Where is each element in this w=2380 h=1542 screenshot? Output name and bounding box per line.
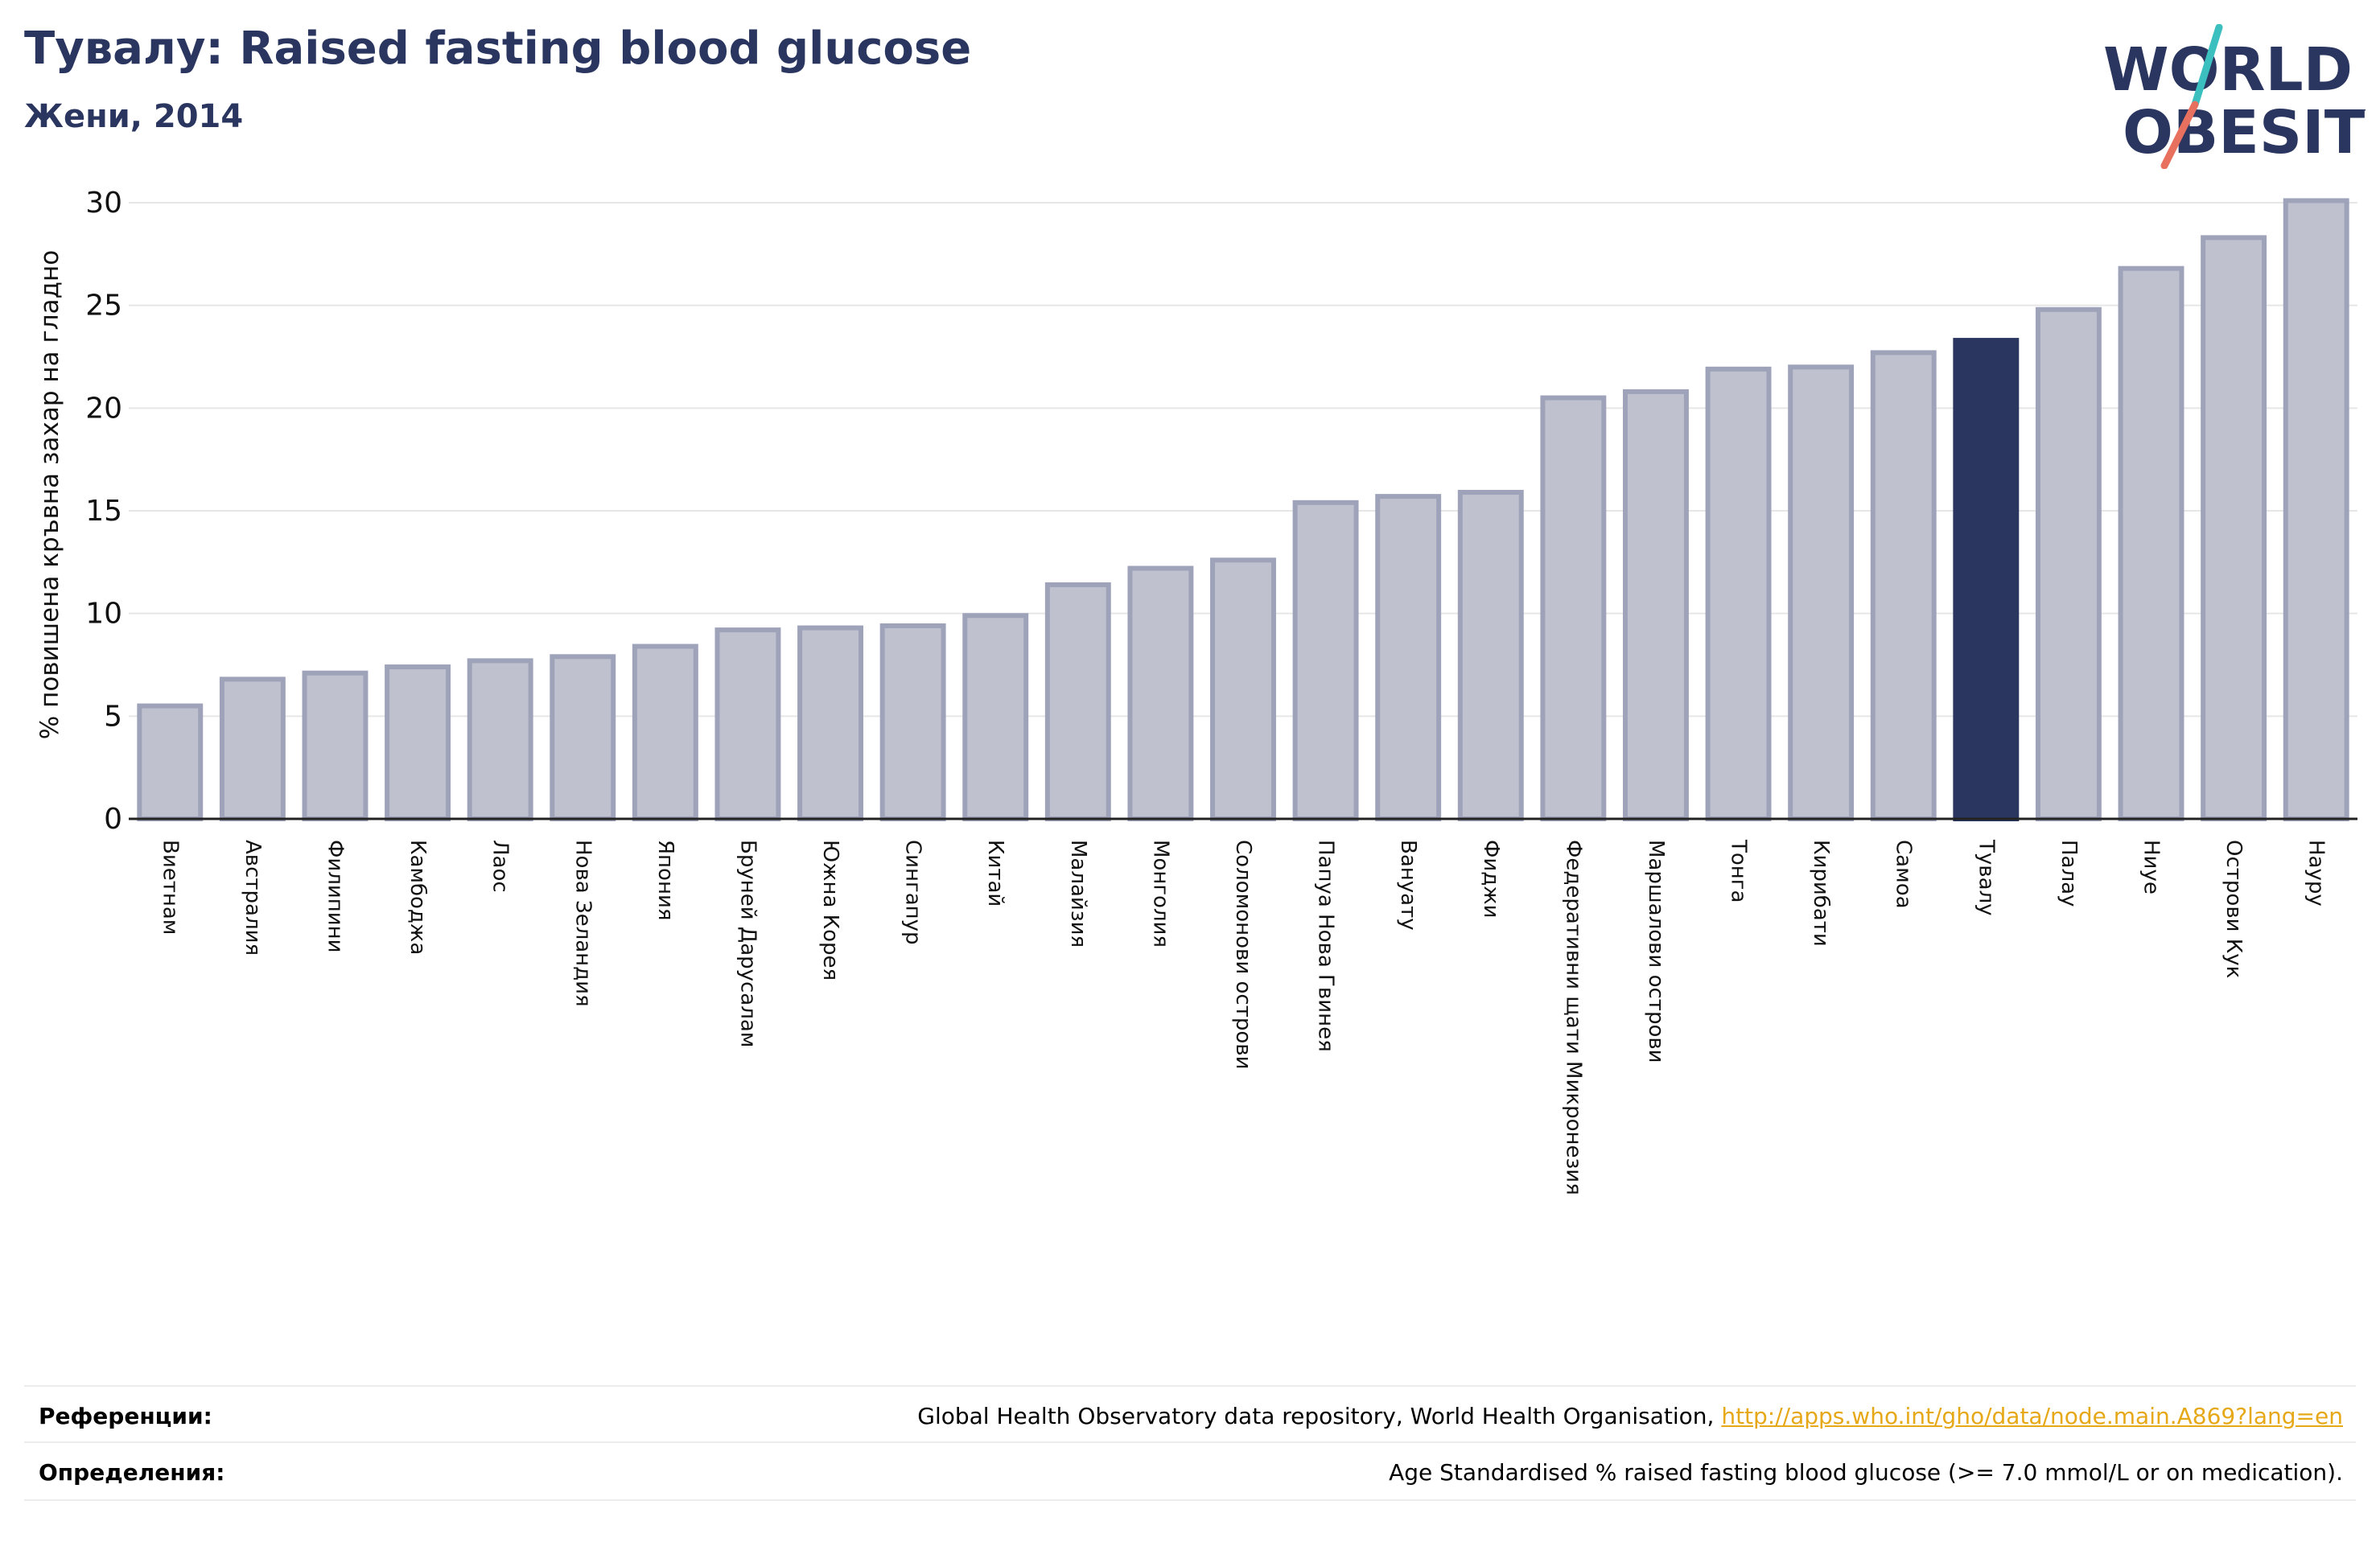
x-tick-label: Острови Кук (2221, 840, 2246, 978)
references-link[interactable]: http://apps.who.int/gho/data/node.main.A… (1721, 1403, 2343, 1429)
bar (302, 670, 369, 821)
bar (632, 644, 698, 822)
x-tick-label: Тонга (1727, 839, 1751, 903)
y-tick-label: 0 (104, 803, 122, 836)
logo-text-world: WORLD (2103, 35, 2353, 105)
x-tick-label: Австралия (241, 840, 265, 956)
x-tick-label: Южна Корея (818, 840, 842, 981)
references-label: Референции: (39, 1403, 212, 1429)
bar (714, 627, 781, 821)
x-tick-label: Вануату (1396, 840, 1420, 931)
bar (219, 676, 286, 822)
x-tick-label: Фиджи (1479, 840, 1503, 919)
y-tick-label: 20 (85, 392, 122, 425)
x-tick-label: Тувалу (1974, 839, 1998, 916)
y-axis-label: % повишена кръвна захар на гладно (35, 250, 64, 739)
y-tick-labels: 0 5 10 15 20 25 30 (85, 187, 122, 836)
x-tick-label: Федеративни щати Микронезия (1561, 840, 1585, 1195)
bar (962, 613, 1029, 821)
footer-divider-bottom (24, 1499, 2356, 1501)
bar (1788, 364, 1855, 821)
bar (467, 658, 533, 821)
x-tick-label: Сингапур (901, 840, 925, 945)
bar (1375, 494, 1442, 821)
x-tick-label: Бруней Дарусалам (735, 840, 760, 1047)
bar (550, 654, 616, 822)
bar (797, 625, 863, 821)
bar (1705, 366, 1772, 821)
references-text: Global Health Observatory data repositor… (917, 1403, 2343, 1429)
x-tick-label: Кирибати (1809, 840, 1833, 947)
bar-chart: 0 5 10 15 20 25 30 Виетнам Австралия Филипини Кам… (35, 187, 2357, 1195)
logo-slash-teal (2191, 24, 2223, 109)
y-tick-label: 10 (85, 598, 122, 631)
footer-divider-top (24, 1385, 2356, 1387)
bar (385, 664, 451, 822)
y-tick-label: 5 (104, 700, 122, 733)
y-tick-label: 15 (85, 495, 122, 528)
x-tick-label: Китай (983, 840, 1007, 907)
definitions-label: Определения: (39, 1459, 225, 1486)
bar (2201, 235, 2267, 821)
bar (1210, 557, 1276, 822)
x-tick-label: Соломонови острови (1231, 840, 1255, 1069)
logo-text-obesity: OBESITY (2123, 98, 2366, 167)
bar-highlighted (1953, 338, 2020, 822)
y-tick-label: 30 (85, 187, 122, 220)
x-tick-label: Монголия (1148, 840, 1172, 948)
world-obesity-logo: WORLD OBESITY (2103, 24, 2366, 169)
chart-title: Тувалу: Raised fasting blood glucose (24, 23, 972, 75)
x-tick-label: Лаос (488, 840, 513, 893)
bar (1044, 582, 1111, 821)
bar (1457, 490, 1524, 822)
bar (879, 623, 946, 822)
y-tick-label: 25 (85, 290, 122, 323)
bar (1292, 500, 1359, 822)
bar (137, 703, 204, 821)
bar (2283, 198, 2349, 822)
x-tick-label: Филипини (323, 840, 347, 953)
references-source: Global Health Observatory data repositor… (917, 1403, 1722, 1429)
x-tick-label: Палау (2057, 840, 2081, 907)
bar (1870, 350, 1937, 822)
bar (1540, 395, 1607, 822)
x-tick-label: Нова Зеландия (570, 840, 595, 1007)
x-tick-label: Папуа Нова Гвинея (1314, 840, 1338, 1052)
bar (1127, 565, 1194, 821)
bars (137, 198, 2349, 822)
x-tick-labels: Виетнам Австралия Филипини Камбоджа Лаос Нова… (158, 839, 2328, 1195)
x-tick-label: Маршалови острови (1644, 840, 1668, 1063)
x-tick-label: Виетнам (158, 840, 182, 935)
x-tick-label: Самоа (1892, 840, 1916, 909)
definitions-text: Age Standardised % raised fasting blood … (1389, 1459, 2343, 1486)
chart-subtitle: Жени, 2014 (24, 98, 244, 135)
x-tick-label: Науру (2304, 840, 2329, 907)
footer-divider-middle (24, 1441, 2356, 1443)
x-tick-label: Ниуе (2139, 840, 2164, 894)
bar (2035, 306, 2102, 822)
x-tick-label: Камбоджа (406, 840, 430, 955)
bar (2118, 265, 2184, 821)
x-tick-label: Япония (653, 840, 677, 921)
bar (1623, 389, 1689, 821)
x-tick-label: Малайзия (1066, 840, 1090, 948)
logo-slash-coral (2160, 101, 2199, 169)
